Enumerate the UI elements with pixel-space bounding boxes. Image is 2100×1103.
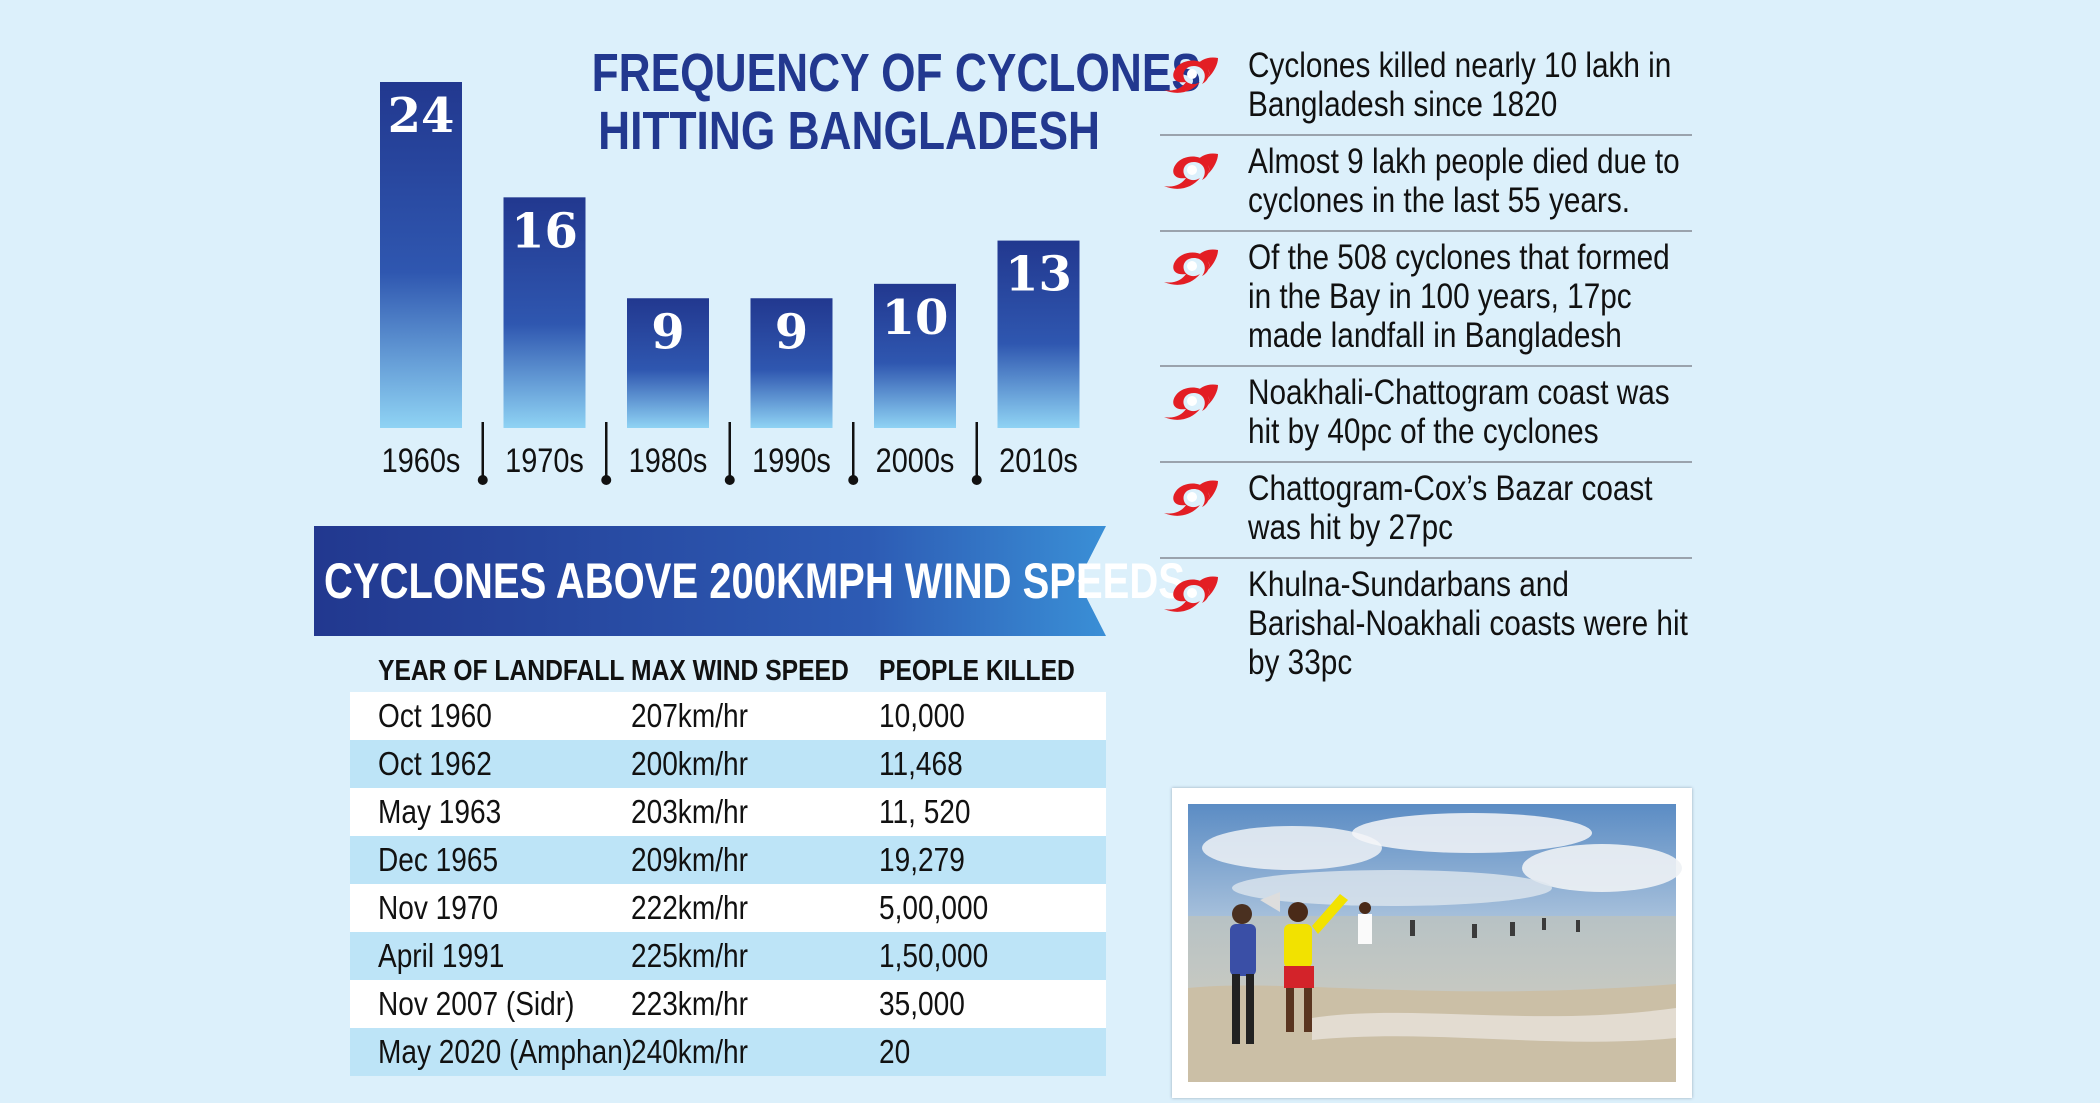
cyclone-icon — [1164, 576, 1218, 612]
cell-wind-speed: 240km/hr — [631, 1033, 748, 1070]
fact-text: Noakhali-Chattogram coast was hit by 40p… — [1248, 373, 1670, 451]
header-people-killed: PEOPLE KILLED — [879, 654, 1075, 687]
x-tick-label: 1970s — [505, 441, 584, 480]
x-tick-label: 1990s — [752, 441, 831, 480]
cell-people-killed: 35,000 — [879, 985, 965, 1022]
cell-people-killed: 19,279 — [879, 841, 965, 878]
fact-text: Cyclones killed nearly 10 lakh in Bangla… — [1248, 46, 1672, 124]
bar-value-label: 9 — [651, 304, 684, 360]
bar-1970s — [503, 197, 586, 428]
list-item: Cyclones killed nearly 10 lakh in Bangla… — [1160, 40, 1692, 136]
bar-2000s — [874, 283, 956, 428]
cell-year: Dec 1965 — [378, 841, 499, 878]
cell-people-killed: 5,00,000 — [879, 889, 989, 926]
bar-value-label: 24 — [388, 88, 455, 144]
cell-wind-speed: 225km/hr — [631, 937, 748, 974]
x-tick-label: 2010s — [999, 441, 1078, 480]
chart-title: FREQUENCY OF CYCLONES HITTING BANGLADESH — [591, 43, 1201, 161]
list-item: Of the 508 cyclones that formed in the B… — [1160, 232, 1692, 367]
photo-frame — [1172, 788, 1692, 1098]
list-item: Noakhali-Chattogram coast was hit by 40p… — [1160, 367, 1692, 463]
table-row: Nov 2007 (Sidr) 223km/hr 35,000 — [350, 980, 1106, 1028]
cyclone-icon — [1164, 384, 1218, 420]
bar-1990s — [750, 298, 833, 428]
list-item: Almost 9 lakh people died due to cyclone… — [1160, 136, 1692, 232]
fact-text: Chattogram-Cox’s Bazar coast was hit by … — [1248, 469, 1653, 547]
cell-year: May 2020 (Amphan) — [378, 1033, 633, 1070]
cell-year: April 1991 — [378, 937, 505, 974]
cell-year: Oct 1960 — [378, 697, 492, 734]
x-tick-label: 1980s — [629, 441, 708, 480]
cell-year: Oct 1962 — [378, 745, 492, 782]
x-tick-label: 1960s — [382, 441, 461, 480]
decade-separator-dot — [477, 475, 488, 485]
facts-list: Cyclones killed nearly 10 lakh in Bangla… — [1160, 40, 1692, 692]
decade-separator-dot — [971, 475, 982, 485]
bar-2010s — [997, 240, 1080, 428]
banner-title: CYCLONES ABOVE 200KMPH WIND SPEEDS — [324, 553, 1185, 609]
bar-value-label: 16 — [511, 203, 578, 259]
cell-year: Nov 2007 (Sidr) — [378, 985, 575, 1022]
bar-value-label: 13 — [1005, 247, 1072, 303]
cell-people-killed: 11, 520 — [879, 793, 971, 830]
bar-1980s — [627, 298, 709, 428]
cell-wind-speed: 207km/hr — [631, 697, 748, 734]
table-row: Nov 1970 222km/hr 5,00,000 — [350, 884, 1106, 932]
table-row: May 2020 (Amphan) 240km/hr 20 — [350, 1028, 1106, 1076]
cyclone-icon — [1164, 57, 1218, 93]
person-left — [1230, 892, 1280, 1044]
cell-wind-speed: 203km/hr — [631, 793, 748, 830]
table-row: Dec 1965 209km/hr 19,279 — [350, 836, 1106, 884]
cell-year: May 1963 — [378, 793, 502, 830]
cyclone-icon — [1164, 153, 1218, 189]
fact-text: Of the 508 cyclones that formed in the B… — [1248, 238, 1670, 355]
cell-wind-speed: 209km/hr — [631, 841, 748, 878]
cell-year: Nov 1970 — [378, 889, 499, 926]
banner-shape — [314, 526, 1106, 636]
cell-people-killed: 11,468 — [879, 745, 963, 782]
cell-people-killed: 20 — [879, 1033, 911, 1070]
cell-people-killed: 10,000 — [879, 697, 965, 734]
list-item: Chattogram-Cox’s Bazar coast was hit by … — [1160, 463, 1692, 559]
x-tick-label: 2000s — [876, 441, 955, 480]
table-row: Oct 1962 200km/hr 11,468 — [350, 740, 1106, 788]
cell-people-killed: 1,50,000 — [879, 937, 989, 974]
table-row: April 1991 225km/hr 1,50,000 — [350, 932, 1106, 980]
beach-photo — [1188, 804, 1682, 1082]
table-row: Oct 1960 207km/hr 10,000 — [350, 692, 1106, 740]
cell-wind-speed: 200km/hr — [631, 745, 748, 782]
chart-title-line1: FREQUENCY OF CYCLONES — [591, 43, 1201, 103]
cyclone-icon — [1164, 480, 1218, 516]
cell-wind-speed: 222km/hr — [631, 889, 748, 926]
table-header: YEAR OF LANDFALL MAX WIND SPEED PEOPLE K… — [350, 650, 1106, 692]
chart-title-line2: HITTING BANGLADESH — [598, 101, 1100, 161]
cyclone-table: YEAR OF LANDFALL MAX WIND SPEED PEOPLE K… — [350, 650, 1106, 1076]
fact-text: Khulna-Sundarbans and Barishal-Noakhali … — [1248, 565, 1688, 682]
header-wind-speed: MAX WIND SPEED — [631, 654, 849, 687]
header-year: YEAR OF LANDFALL — [378, 654, 625, 687]
fact-text: Almost 9 lakh people died due to cyclone… — [1248, 142, 1680, 220]
decade-separator-dot — [848, 475, 859, 485]
bar-value-label: 10 — [882, 290, 949, 346]
section-banner: CYCLONES ABOVE 200KMPH WIND SPEEDS — [314, 526, 1185, 636]
bar-chart: 24 1960s 16 1970s 9 1980s 9 1990s 10 2000s 13 2010s — [380, 82, 1080, 485]
bar-value-label: 9 — [775, 304, 808, 360]
list-item: Khulna-Sundarbans and Barishal-Noakhali … — [1160, 559, 1692, 692]
person-lifeguard — [1284, 894, 1348, 1032]
bar-1960s — [380, 82, 462, 428]
decade-separator-dot — [601, 475, 612, 485]
cyclone-icon — [1164, 249, 1218, 285]
table-row: May 1963 203km/hr 11, 520 — [350, 788, 1106, 836]
cell-wind-speed: 223km/hr — [631, 985, 748, 1022]
decade-separator-dot — [724, 475, 735, 485]
